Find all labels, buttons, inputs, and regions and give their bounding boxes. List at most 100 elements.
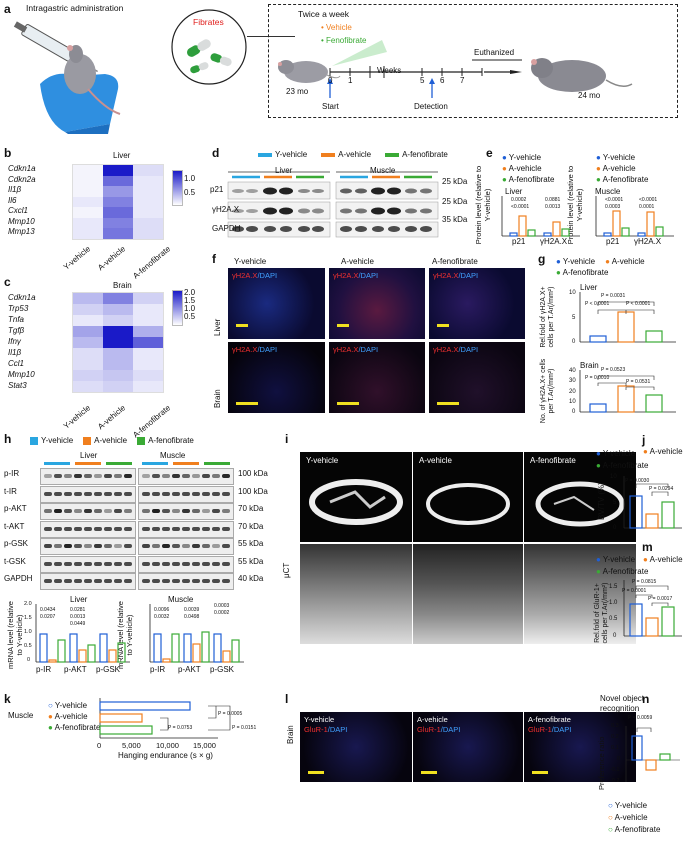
heat-cell xyxy=(73,359,103,370)
m-leg-y: Y-vehicle xyxy=(602,555,636,564)
g-yb-0: 0 xyxy=(572,409,576,415)
h-band xyxy=(64,474,72,478)
g-p-b1: P = 0.0010 xyxy=(585,375,610,381)
d-muscle-label: Muscle xyxy=(370,166,396,175)
h-band xyxy=(84,474,92,478)
h-band xyxy=(152,474,160,478)
h-band xyxy=(162,526,170,531)
h-band xyxy=(64,561,72,566)
l-lab-a: A-vehicle xyxy=(417,715,448,724)
g-liver: Liver xyxy=(580,283,598,292)
c-x-a: A-vehicle xyxy=(96,403,128,432)
h-x-pir-l: p-IR xyxy=(36,665,52,674)
h-yt-0: 0 xyxy=(27,657,31,663)
h-band xyxy=(74,561,82,566)
heat-cell xyxy=(73,381,103,392)
euthanized-label: Euthanized xyxy=(474,48,515,57)
d-row-gh2ax: γH2A.X xyxy=(212,205,240,214)
m-leg-a: A-vehicle xyxy=(649,555,683,564)
colorbar-c-0-5: 0.5 xyxy=(184,312,196,321)
n-leg-f: A-fenofibrate xyxy=(614,825,661,834)
k-leg-a: A-vehicle xyxy=(54,712,88,721)
h-band xyxy=(202,561,210,566)
h-blot-strip xyxy=(138,520,234,538)
l-img-a: A-vehicle GluR-1/DAPI xyxy=(413,712,523,782)
heat-cell xyxy=(103,315,133,326)
i-lab-f: A-fenofibrate xyxy=(530,456,576,465)
h-band xyxy=(124,474,132,478)
h-band xyxy=(54,526,62,531)
h-band xyxy=(124,544,132,548)
tick-5: 5 xyxy=(420,76,425,85)
m-leg-a-wrap: ● A-vehicle xyxy=(643,555,683,564)
m-yt-05: 0.5 xyxy=(609,616,618,622)
f-lbl: γH2A.X xyxy=(232,271,258,280)
m-yt-15: 1.5 xyxy=(609,584,618,590)
h-band xyxy=(84,579,92,583)
h-band xyxy=(222,509,230,513)
h-chart-muscle: Muscle xyxy=(168,595,194,604)
h-kda: 100 kDa xyxy=(238,469,268,478)
f-lbl: γH2A.X xyxy=(433,345,459,354)
colorbar-c-1: 1.0 xyxy=(184,304,196,313)
n-yt-m0.1: -0.1 xyxy=(610,767,620,773)
h-band xyxy=(222,474,230,478)
panel-label-k: k xyxy=(4,692,11,706)
h-band xyxy=(44,474,52,478)
h-blot-strip xyxy=(138,573,234,590)
h-band xyxy=(192,491,200,496)
g-p-b2: P = 0.0531 xyxy=(626,379,651,385)
h-band xyxy=(142,579,150,583)
h-band xyxy=(44,579,52,583)
h-x-pakt-l: p-AKT xyxy=(64,665,87,674)
h-p-m4: 0.0003 xyxy=(214,603,230,609)
m-leg-f-wrap: ● A-fenofibrate xyxy=(596,567,649,576)
gene-label: Mmp13 xyxy=(8,227,35,237)
panel-label-l: l xyxy=(285,692,289,706)
d-kda-2: 25 kDa xyxy=(442,197,468,206)
f-lbl: γH2A.X xyxy=(232,345,258,354)
n-yt-0.3: 0.3 xyxy=(611,723,619,729)
gene-label: Cdkn2a xyxy=(8,174,36,184)
connector-line xyxy=(247,36,295,37)
heat-cell xyxy=(73,175,103,186)
k-xlabel: Hanging endurance (s × g) xyxy=(118,751,213,760)
heat-cell xyxy=(103,186,133,197)
h-leg-y: Y-vehicle xyxy=(41,436,74,445)
heat-cell xyxy=(103,326,133,337)
i-ct-bot-y xyxy=(300,544,412,644)
heat-cell xyxy=(103,175,133,186)
heat-cell xyxy=(133,359,163,370)
h-band xyxy=(202,509,210,513)
h-blot-strip xyxy=(138,555,234,573)
e-leg-a: A-vehicle xyxy=(508,164,542,173)
l-lab-f: A-fenofibrate xyxy=(528,715,571,724)
h-chart-liver: Liver xyxy=(70,595,88,604)
h-blot-strip xyxy=(138,538,234,555)
e-leg-f: A-fenofibrate xyxy=(508,175,555,184)
d-legend-y: Y-vehicle xyxy=(275,150,308,159)
h-band xyxy=(84,526,92,531)
h-band xyxy=(152,579,160,583)
m-yt-1: 1.0 xyxy=(609,600,618,606)
e-leg2-f: A-fenofibrate xyxy=(602,175,649,184)
h-band xyxy=(172,491,180,496)
h-band xyxy=(212,509,220,513)
h-band xyxy=(124,526,132,531)
h-band xyxy=(212,526,220,531)
h-band xyxy=(192,474,200,478)
h-band xyxy=(172,579,180,583)
h-band xyxy=(212,474,220,478)
detection-label: Detection xyxy=(414,102,448,111)
h-kda: 70 kDa xyxy=(238,521,264,531)
e-muscle-title: Muscle xyxy=(595,187,621,196)
gene-label: Il1β xyxy=(8,347,22,357)
l-lbl: GluR-1 xyxy=(417,725,441,734)
j-leg-f-wrap: ● A-fenofibrate xyxy=(596,461,649,470)
k-leg-a-wrap: ● A-vehicle xyxy=(48,712,88,721)
h-band xyxy=(94,491,102,496)
heat-cell xyxy=(103,207,133,218)
h-band xyxy=(202,526,210,531)
tick-7: 7 xyxy=(460,76,465,85)
end-age-label: 24 mo xyxy=(578,91,601,100)
